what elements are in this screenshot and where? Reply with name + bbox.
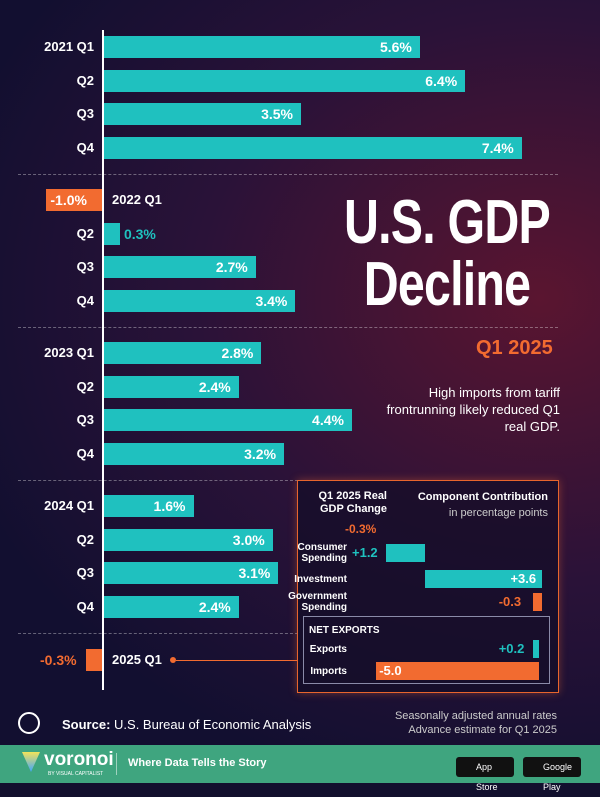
note: Advance estimate for Q1 2025	[408, 724, 557, 736]
category-label: Q3	[76, 412, 94, 428]
category-label: Q2	[76, 531, 94, 547]
component-bar	[386, 544, 426, 562]
brand: voronoi	[44, 749, 114, 770]
component-value: -0.3	[498, 594, 522, 609]
data-label: 3.0%	[232, 531, 265, 548]
source: U.S. Bureau of Economic Analysis	[114, 717, 312, 732]
bar	[103, 528, 273, 551]
net-exports-label: NET EXPORTS	[309, 625, 380, 636]
bar	[103, 137, 522, 160]
source-label: Source:	[62, 717, 111, 732]
category-label: Q2	[76, 225, 94, 241]
component-bar	[532, 593, 543, 611]
inset-header-sub: in percentage points	[448, 507, 548, 519]
bar	[103, 375, 239, 398]
category-label: Q3	[76, 565, 94, 581]
data-label: -1.0%	[50, 192, 87, 208]
data-label: 2.8%	[221, 345, 254, 361]
chart-title: U.S. GDP Decline	[343, 188, 551, 319]
note: Seasonally adjusted annual rates	[394, 710, 557, 722]
component-label: Exports	[309, 644, 347, 655]
data-label: 1.6%	[153, 498, 186, 514]
category-label: Q3	[76, 106, 94, 122]
component-value: -5.0	[379, 663, 402, 678]
category-label: Q3	[76, 259, 94, 275]
bar	[103, 443, 285, 466]
divider	[18, 633, 298, 634]
component-label: Imports	[310, 666, 347, 677]
category-label: Q2	[76, 378, 94, 394]
category-label: 2024 Q1	[44, 498, 94, 513]
data-label: 2.4%	[198, 599, 231, 616]
bar	[103, 222, 120, 245]
component-label: Investment	[294, 574, 347, 585]
bar	[103, 36, 420, 58]
zero-axis	[102, 30, 104, 690]
component-value: +3.6	[510, 571, 537, 586]
bar	[103, 256, 256, 279]
data-label: 7.4%	[481, 140, 514, 157]
category-label: Q4	[76, 599, 94, 615]
tagline: Where Data Tells the Story	[128, 757, 267, 769]
category-label: Q4	[76, 293, 94, 309]
component-bar	[425, 570, 543, 588]
inset-header: Component Contribution	[417, 491, 548, 503]
bar	[103, 342, 262, 364]
component-label: Government Spending	[288, 591, 347, 613]
bar	[103, 562, 279, 585]
bar	[46, 189, 103, 211]
data-label: 4.4%	[312, 412, 344, 429]
category-label: 2023 Q1	[44, 345, 94, 360]
category-label: 2021 Q1	[44, 39, 94, 54]
data-label: 3.5%	[261, 106, 294, 123]
connector-line	[176, 660, 297, 661]
data-label: 2.4%	[198, 378, 231, 395]
source-logo-icon	[18, 712, 40, 734]
brand-sub: BY VISUAL CAPITALIST	[48, 771, 104, 777]
footer-divider	[116, 753, 117, 775]
divider	[18, 327, 558, 328]
inset-title: Q1 2025 Real GDP Change	[318, 490, 388, 515]
divider	[18, 480, 298, 481]
bar	[103, 495, 194, 517]
data-label: 2.7%	[215, 259, 248, 276]
subtitle: High imports from tariff frontrunning li…	[386, 385, 560, 434]
inset-total: -0.3%	[345, 522, 377, 536]
bar	[103, 103, 302, 126]
app-store-label: App Store	[476, 762, 498, 792]
app-store-button[interactable]: App Store	[456, 757, 514, 792]
data-label: 6.4%	[425, 72, 458, 89]
data-label: 3.2%	[244, 446, 277, 463]
bar	[103, 596, 239, 619]
data-label: 3.1%	[238, 565, 271, 582]
bar	[103, 409, 353, 432]
component-bar	[532, 640, 540, 658]
bar	[103, 69, 466, 92]
category-label: Q4	[76, 446, 94, 462]
net-exports-box	[303, 616, 550, 684]
category-label: Q4	[76, 140, 94, 156]
data-label: 5.6%	[379, 39, 412, 55]
category-label: 2025 Q1	[112, 652, 162, 667]
component-bar	[376, 662, 540, 680]
google-play-button[interactable]: Google Play	[523, 757, 581, 792]
bar	[103, 290, 296, 313]
category-label: 2022 Q1	[112, 192, 162, 207]
divider	[18, 174, 558, 175]
bar	[86, 649, 103, 671]
component-value: +1.2	[352, 545, 378, 560]
component-value: +0.2	[498, 641, 525, 656]
title-accent: Q1 2025	[476, 337, 553, 359]
data-label: 0.3%	[123, 225, 156, 242]
category-label: Q2	[76, 72, 94, 88]
data-label: 3.4%	[255, 293, 288, 310]
component-label: Consumer Spending	[297, 542, 347, 564]
data-label: -0.3%	[40, 652, 77, 668]
marker-dot	[170, 657, 176, 663]
